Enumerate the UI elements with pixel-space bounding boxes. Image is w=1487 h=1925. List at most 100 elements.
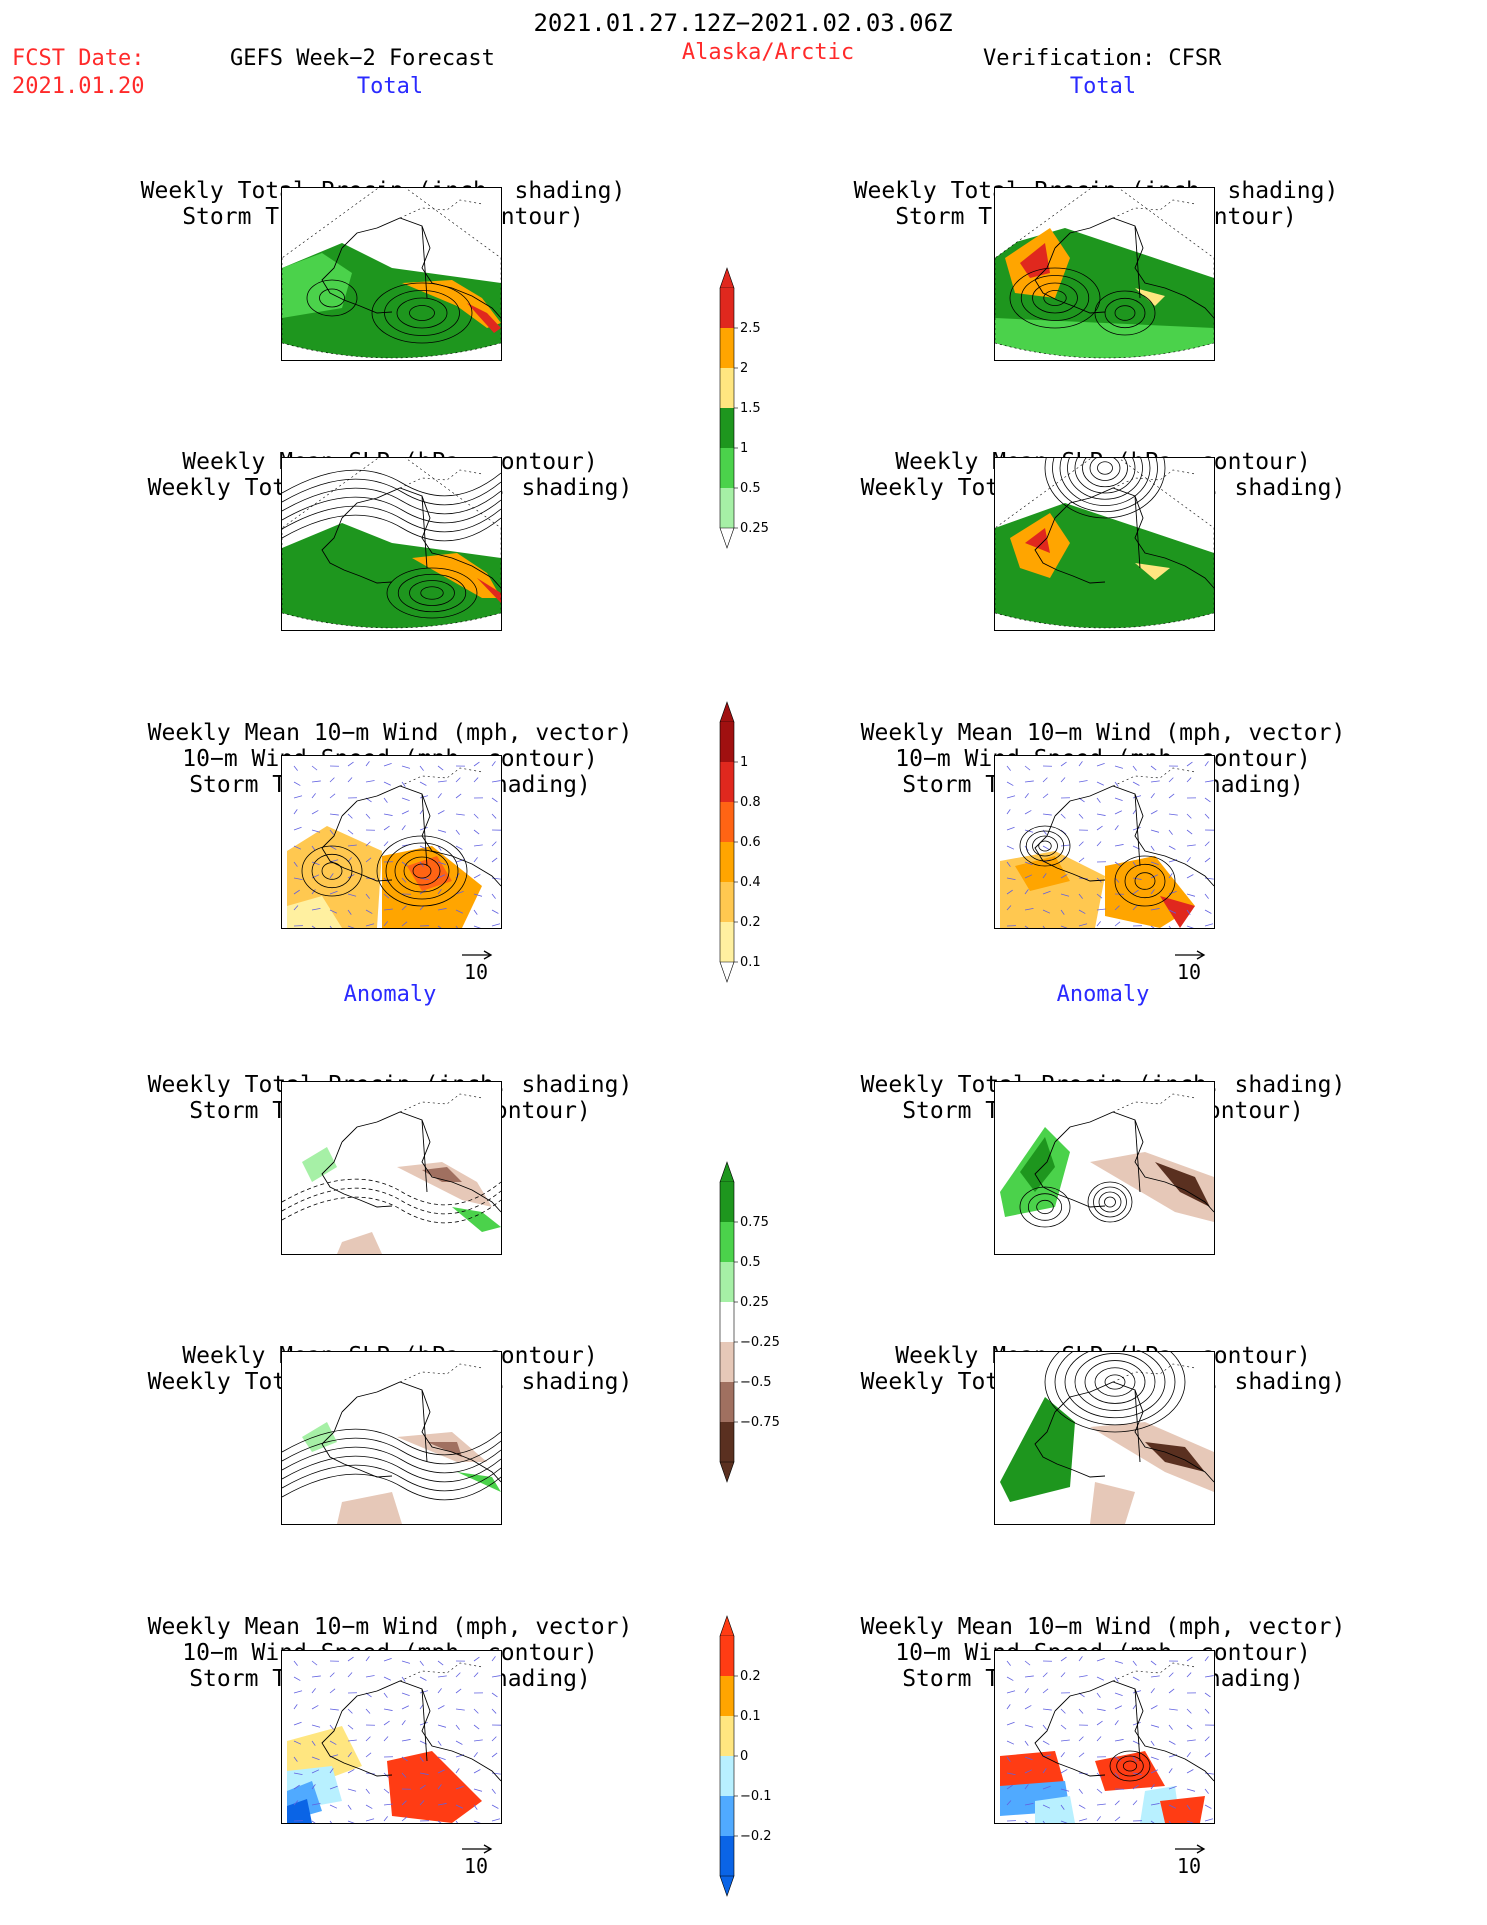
- wind-vector: [1042, 1688, 1049, 1694]
- wind-vector: [383, 1720, 390, 1726]
- wind-vector: [1150, 861, 1159, 866]
- coastline: [1054, 487, 1214, 589]
- precip-shading: [1135, 288, 1165, 306]
- wind-vector: [1078, 857, 1085, 863]
- section-anomaly-right: Anomaly: [1056, 982, 1150, 1007]
- wind-vector: [329, 1768, 334, 1774]
- contour-line: [1109, 1750, 1151, 1782]
- wind-vector: [1204, 923, 1214, 927]
- wind-vector: [473, 925, 481, 928]
- wind-vector: [1006, 1784, 1013, 1790]
- map-graphic: [1000, 1352, 1214, 1524]
- colorbar-tick-label: 2: [740, 361, 748, 376]
- wind-vector: [1042, 1820, 1045, 1823]
- coastline: [341, 785, 501, 887]
- wind-vector: [1060, 1804, 1065, 1810]
- wind-vector: [293, 1756, 298, 1762]
- wind-vector: [455, 793, 462, 799]
- precip-shading: [1025, 528, 1050, 553]
- contour-line: [1104, 1374, 1126, 1390]
- wind-vector: [383, 1788, 390, 1794]
- map-graphic: [282, 458, 501, 629]
- map-graphic: [282, 188, 501, 359]
- wind-vector: [401, 905, 407, 911]
- precip-shading: [477, 578, 501, 603]
- wind-vector: [491, 1692, 498, 1698]
- wind-vector: [383, 1736, 389, 1742]
- contour-line: [301, 845, 363, 897]
- colorbar-tick-label: 0.25: [740, 521, 769, 536]
- wind-vector: [1078, 1752, 1085, 1758]
- wind-vector: [1078, 893, 1083, 899]
- wind-vector: [1186, 844, 1196, 847]
- wind-vector: [311, 1784, 316, 1790]
- precip-anom-shading: [1090, 1482, 1135, 1524]
- coastline: [1034, 815, 1106, 882]
- colorbar-segment: [720, 882, 734, 922]
- wind-vector: [1186, 761, 1193, 767]
- wind-vector: [473, 1820, 481, 1823]
- wind-vector: [1006, 1721, 1015, 1726]
- wind-vector: [1060, 761, 1067, 767]
- wind-vector: [329, 845, 337, 850]
- colorbar-segment: [720, 1222, 734, 1262]
- wind-vector: [1150, 1724, 1160, 1728]
- colorbar-track-anom: 0.2 0.1 0 −0.1 −0.2: [719, 1615, 800, 1897]
- wind-vector: [365, 1656, 370, 1662]
- wind-vector: [1060, 1769, 1068, 1774]
- wind-vector: [1042, 890, 1051, 895]
- wind-vector: [1024, 1675, 1034, 1678]
- map-precip-track-anom-forecast: [281, 1081, 502, 1255]
- precip-anom-shading: [1155, 1162, 1210, 1207]
- wind-vector: [1168, 1672, 1174, 1678]
- contour-line: [1084, 1360, 1146, 1404]
- colorbar-segment: [720, 1302, 734, 1342]
- wind-vector: [1168, 777, 1174, 783]
- wind-vector: [383, 1692, 388, 1698]
- coastline: [341, 217, 501, 319]
- wind-vector: [1204, 1788, 1209, 1794]
- wind-vector: [1078, 1708, 1084, 1714]
- wind-vector: [347, 909, 352, 915]
- wind-vector: [347, 1672, 353, 1678]
- wind-vector: [1168, 793, 1175, 799]
- wind-vector: [293, 861, 298, 867]
- coastline: [1034, 517, 1106, 584]
- wind-vector: [293, 765, 298, 771]
- precip-anom-shading: [1090, 1152, 1214, 1222]
- vector-reference-anom-right: 10: [1175, 1844, 1207, 1878]
- wind-vector: [1096, 921, 1101, 927]
- wind-vector: [365, 761, 370, 767]
- wind-vector: [1150, 1803, 1160, 1806]
- map-outline: [995, 458, 1214, 629]
- wind-vector: [1114, 1772, 1120, 1778]
- colorbar-tick-label: −0.2: [740, 1829, 772, 1844]
- isobar: [282, 514, 501, 542]
- wind-vector: [437, 874, 446, 879]
- colorbar-tick-label: 0.25: [740, 1295, 769, 1310]
- contour-line: [1098, 1191, 1122, 1213]
- wind-vector: [437, 829, 447, 833]
- contour-line: [1134, 872, 1156, 890]
- wind-vector: [1096, 813, 1106, 816]
- map-graphic: [287, 1656, 501, 1823]
- wind-vector: [1204, 780, 1214, 783]
- colorbar-top-arrow: [719, 267, 735, 289]
- map-graphic: [995, 458, 1214, 629]
- wind-vector: [1150, 1660, 1157, 1666]
- wind-vector: [419, 826, 428, 831]
- wind-vector: [1042, 909, 1051, 914]
- contour-line: [409, 305, 435, 321]
- wind-vector: [329, 1740, 337, 1745]
- wind-vector: [401, 861, 408, 867]
- wind-vector: [1132, 1800, 1138, 1806]
- wind-vector: [383, 1676, 391, 1681]
- border-line: [1134, 225, 1141, 299]
- wind-vector: [1024, 1740, 1029, 1746]
- wind-vector: [1024, 780, 1034, 783]
- contour-line: [394, 849, 450, 893]
- wind-vector: [293, 1800, 299, 1806]
- wind-vector: [455, 829, 460, 835]
- coastline: [341, 1680, 501, 1782]
- wind-vector: [1186, 1769, 1194, 1774]
